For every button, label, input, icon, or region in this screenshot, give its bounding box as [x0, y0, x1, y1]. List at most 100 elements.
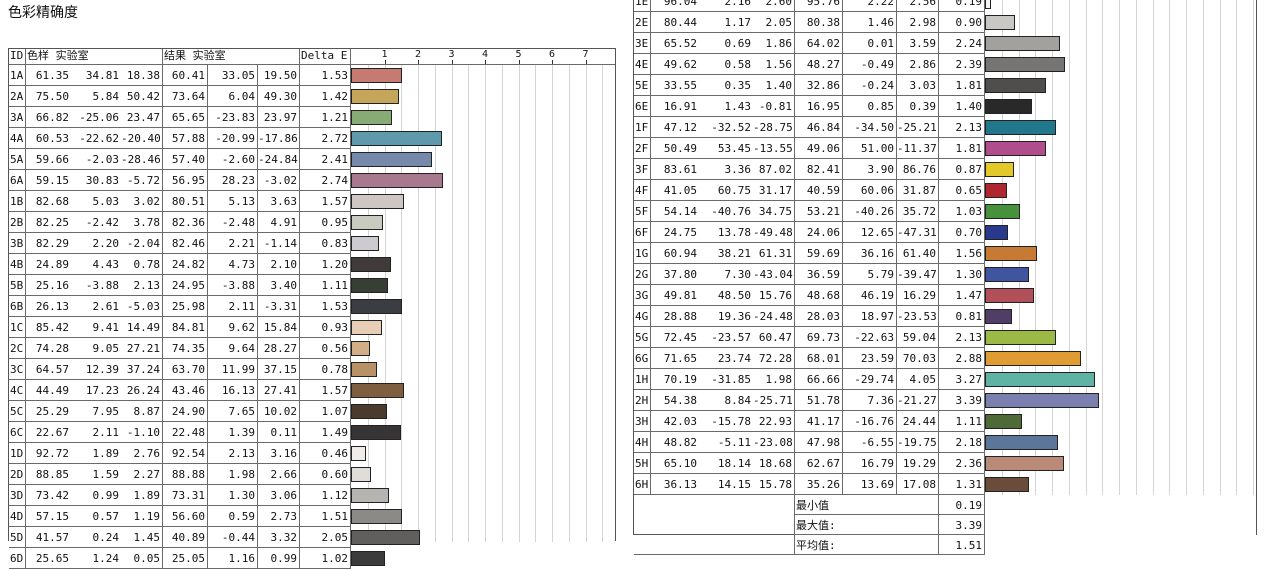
result-lab-value: 6.04: [208, 86, 258, 107]
sample-lab-value: 49.62: [651, 54, 699, 75]
result-lab-value: 5.79: [843, 264, 897, 285]
sample-lab-value: 0.99: [71, 485, 121, 506]
delta-e-value: 2.74: [300, 170, 351, 191]
result-lab-value: 4.73: [208, 254, 258, 275]
delta-e-bar: [985, 351, 1082, 366]
result-lab-value: 24.90: [163, 401, 208, 422]
patch-id: 1G: [634, 243, 651, 264]
sample-lab-value: -2.03: [71, 149, 121, 170]
patch-id: 5C: [9, 401, 26, 422]
result-lab-value: 24.06: [795, 222, 843, 243]
delta-e-value: 2.13: [939, 117, 985, 138]
sample-lab-value: 44.49: [26, 380, 71, 401]
sample-lab-value: 2.61: [71, 296, 121, 317]
sample-lab-value: 13.78: [699, 222, 753, 243]
result-lab-value: 13.69: [843, 474, 897, 495]
result-lab-value: 63.70: [163, 359, 208, 380]
result-lab-value: 3.06: [258, 485, 300, 506]
delta-e-bar: [351, 446, 367, 461]
sample-lab-value: 72.28: [753, 348, 795, 369]
result-lab-value: -34.50: [843, 117, 897, 138]
result-lab-value: 3.16: [258, 443, 300, 464]
grid-line: [434, 65, 436, 542]
result-lab-value: 73.31: [163, 485, 208, 506]
sample-lab-value: 82.68: [26, 191, 71, 212]
result-lab-value: 7.36: [843, 390, 897, 411]
sample-lab-value: 54.38: [651, 390, 699, 411]
result-lab-value: 19.50: [258, 65, 300, 86]
delta-e-value: 2.24: [939, 33, 985, 54]
patch-id: 4H: [634, 432, 651, 453]
delta-e-bar: [985, 0, 992, 9]
summary-value: 3.39: [939, 515, 985, 535]
patch-id: 1C: [9, 317, 26, 338]
sample-lab-value: -43.04: [753, 264, 795, 285]
result-lab-value: 0.39: [897, 96, 939, 117]
sample-lab-value: 4.43: [71, 254, 121, 275]
sample-lab-value: 2.27: [121, 464, 163, 485]
result-lab-value: -16.76: [843, 411, 897, 432]
delta-e-value: 0.65: [939, 180, 985, 201]
patch-id: 2G: [634, 264, 651, 285]
grid-line: [585, 65, 587, 542]
delta-e-bar: [351, 299, 403, 314]
delta-e-value: 2.36: [939, 453, 985, 474]
sample-lab-value: 36.13: [651, 474, 699, 495]
sample-lab-value: 61.35: [26, 65, 71, 86]
result-lab-value: 48.68: [795, 285, 843, 306]
sample-lab-value: 41.57: [26, 527, 71, 548]
patch-id: 4B: [9, 254, 26, 275]
result-lab-value: 35.72: [897, 201, 939, 222]
result-lab-value: 3.32: [258, 527, 300, 548]
sample-lab-value: 59.66: [26, 149, 71, 170]
sample-lab-value: -13.55: [753, 138, 795, 159]
result-lab-value: 3.03: [897, 75, 939, 96]
sample-lab-value: 22.67: [26, 422, 71, 443]
result-lab-value: 4.91: [258, 212, 300, 233]
sample-lab-value: 42.03: [651, 411, 699, 432]
delta-e-bar: [985, 57, 1066, 72]
sample-lab-value: 24.89: [26, 254, 71, 275]
sample-lab-value: 7.95: [71, 401, 121, 422]
delta-e-value: 2.72: [300, 128, 351, 149]
sample-lab-value: 1.56: [753, 54, 795, 75]
sample-lab-value: 1.17: [699, 12, 753, 33]
sample-lab-value: 8.87: [121, 401, 163, 422]
result-lab-value: 64.02: [795, 33, 843, 54]
delta-e-value: 1.30: [939, 264, 985, 285]
patch-id: 1F: [634, 117, 651, 138]
result-lab-value: 3.40: [258, 275, 300, 296]
patch-id: 3F: [634, 159, 651, 180]
sample-lab-value: -28.46: [121, 149, 163, 170]
scale-tick-mark: [518, 60, 520, 64]
sample-lab-value: 60.94: [651, 243, 699, 264]
result-lab-value: 18.97: [843, 306, 897, 327]
result-lab-value: 92.54: [163, 443, 208, 464]
grid-line: [1186, 0, 1187, 495]
sample-lab-value: -2.42: [71, 212, 121, 233]
result-lab-value: 82.36: [163, 212, 208, 233]
patch-id: 6F: [634, 222, 651, 243]
result-lab-value: 36.16: [843, 243, 897, 264]
result-lab-value: 74.35: [163, 338, 208, 359]
grid-line: [1102, 0, 1104, 495]
result-lab-value: 16.95: [795, 96, 843, 117]
patch-id: 6E: [634, 96, 651, 117]
delta-e-value: 1.20: [300, 254, 351, 275]
delta-e-value: 0.46: [300, 443, 351, 464]
sample-lab-value: 66.82: [26, 107, 71, 128]
sample-lab-value: 54.14: [651, 201, 699, 222]
scale-tick-label: 6: [549, 49, 556, 60]
result-lab-value: -24.84: [258, 149, 300, 170]
sample-lab-value: 1.98: [753, 369, 795, 390]
result-lab-value: 23.59: [843, 348, 897, 369]
summary-value: 0.19: [939, 495, 985, 515]
delta-e-bar: [351, 488, 389, 503]
sample-lab-value: 0.69: [699, 33, 753, 54]
sample-lab-value: 96.04: [651, 0, 699, 12]
delta-e-bar: [351, 320, 383, 335]
sample-lab-value: 34.75: [753, 201, 795, 222]
sample-lab-value: -1.10: [121, 422, 163, 443]
delta-e-bar: [985, 225, 1009, 240]
sample-lab-value: 72.45: [651, 327, 699, 348]
